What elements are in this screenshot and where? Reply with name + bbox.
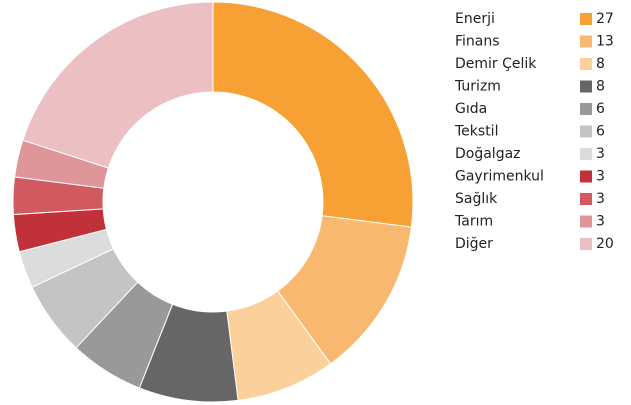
legend-label: Demir Çelik xyxy=(455,56,537,72)
legend-swatch xyxy=(580,193,592,205)
legend-value: 6 xyxy=(596,101,605,117)
legend-value: 13 xyxy=(596,34,614,50)
legend-value: 3 xyxy=(596,169,605,185)
legend-swatch xyxy=(580,58,592,70)
slice xyxy=(22,1,214,169)
legend-swatch xyxy=(580,125,592,138)
legend-label: Gayrimenkul xyxy=(455,169,544,185)
legend-value: 3 xyxy=(596,214,605,230)
legend-swatch xyxy=(580,35,592,48)
legend-label: Sağlık xyxy=(455,191,498,207)
legend-label: Tekstil xyxy=(454,124,498,140)
legend-value: 8 xyxy=(596,56,605,72)
legend-swatch xyxy=(580,103,592,115)
legend-swatch xyxy=(580,170,592,183)
legend-label: Turizm xyxy=(454,79,501,95)
legend-value: 3 xyxy=(596,146,605,162)
legend-label: Diğer xyxy=(455,236,493,252)
legend-value: 27 xyxy=(596,11,614,27)
legend-label: Finans xyxy=(455,34,500,50)
legend-label: Tarım xyxy=(454,214,493,230)
legend-swatch xyxy=(580,238,592,250)
legend-swatch xyxy=(580,80,592,93)
legend-swatch xyxy=(580,148,592,160)
legend-value: 8 xyxy=(596,79,605,95)
legend-swatch xyxy=(580,13,592,25)
legend-label: Enerji xyxy=(455,11,495,27)
slice xyxy=(212,1,414,228)
legend-value: 20 xyxy=(596,236,614,252)
legend-label: Gıda xyxy=(455,101,487,117)
legend-swatch xyxy=(580,215,592,228)
legend-value: 6 xyxy=(596,124,605,140)
legend-value: 3 xyxy=(596,191,605,207)
legend-label: Doğalgaz xyxy=(455,146,521,162)
